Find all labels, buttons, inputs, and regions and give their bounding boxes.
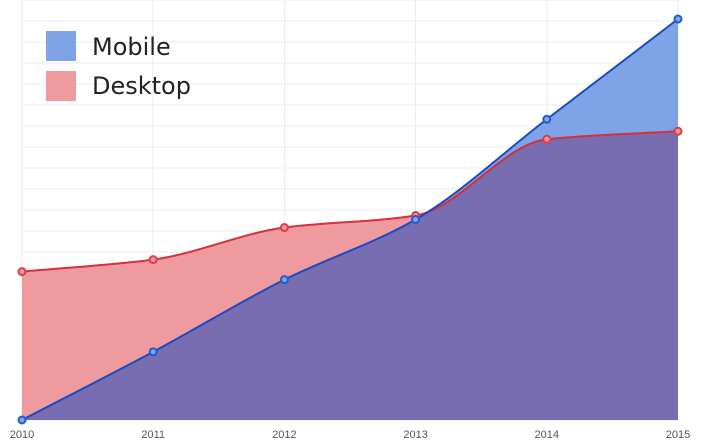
legend-swatch-mobile bbox=[46, 31, 76, 61]
x-axis: 2010 2011 2012 2013 2014 2015 bbox=[10, 429, 690, 441]
desktop-line bbox=[21, 130, 679, 273]
desktop-points bbox=[17, 126, 683, 277]
legend-label-desktop: Desktop bbox=[92, 72, 191, 100]
overlap-area bbox=[22, 131, 678, 420]
legend: Mobile Desktop bbox=[46, 31, 191, 101]
x-tick-label: 2015 bbox=[666, 429, 690, 441]
mobile-point-2013[interactable] bbox=[411, 215, 421, 224]
x-tick-label: 2011 bbox=[141, 429, 165, 441]
x-tick-label: 2013 bbox=[403, 429, 427, 441]
mobile-point-2010[interactable] bbox=[17, 415, 27, 425]
desktop-point-2015[interactable] bbox=[673, 126, 683, 136]
desktop-point-2014[interactable] bbox=[542, 134, 552, 144]
desktop-point-2011[interactable] bbox=[148, 255, 158, 265]
desktop-point-2010[interactable] bbox=[17, 267, 27, 277]
x-tick-label: 2014 bbox=[535, 429, 559, 441]
x-tick-label: 2012 bbox=[272, 429, 296, 441]
mobile-point-2014[interactable] bbox=[542, 114, 552, 124]
legend-item-desktop[interactable]: Desktop bbox=[46, 71, 191, 101]
legend-item-mobile[interactable]: Mobile bbox=[46, 31, 171, 61]
legend-label-mobile: Mobile bbox=[92, 33, 171, 61]
mobile-point-2011[interactable] bbox=[148, 347, 158, 357]
legend-swatch-desktop bbox=[46, 71, 76, 101]
mobile-line bbox=[21, 18, 679, 421]
desktop-point-2012[interactable] bbox=[279, 223, 289, 233]
x-tick-label: 2010 bbox=[10, 429, 34, 441]
mobile-point-2015[interactable] bbox=[673, 14, 683, 24]
mobile-point-2012[interactable] bbox=[279, 275, 289, 285]
mobile-points bbox=[17, 14, 683, 425]
